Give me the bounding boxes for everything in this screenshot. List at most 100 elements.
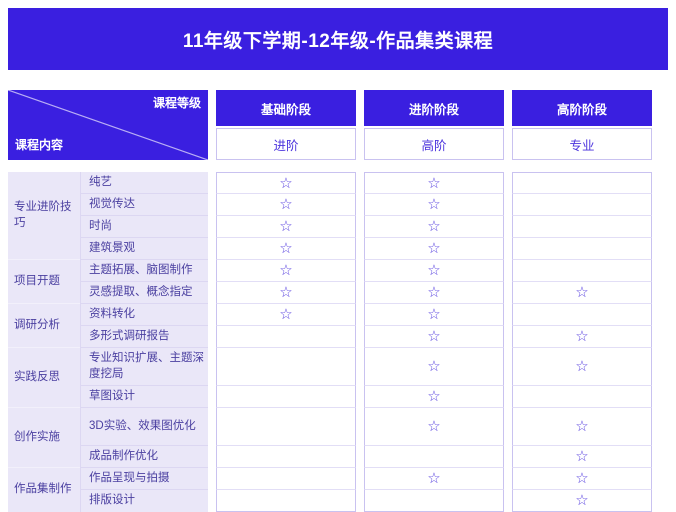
column-gap: [504, 260, 512, 282]
column-gap: [208, 282, 216, 304]
star-icon: ☆: [279, 284, 293, 301]
column-gap: [504, 386, 512, 408]
star-icon: ☆: [427, 196, 441, 213]
mark-cell[interactable]: ☆: [216, 238, 356, 260]
mark-cell[interactable]: ☆: [512, 490, 652, 512]
mark-cell[interactable]: [216, 490, 356, 512]
mark-cell[interactable]: ☆: [364, 326, 504, 348]
star-icon: ☆: [575, 492, 589, 509]
row-item-label: 灵感提取、概念指定: [80, 282, 208, 304]
mark-cell[interactable]: [512, 172, 652, 194]
column-gap: [356, 348, 364, 386]
mark-cell[interactable]: [512, 260, 652, 282]
row-item-label: 排版设计: [80, 490, 208, 512]
star-icon: ☆: [279, 196, 293, 213]
column-gap: [504, 172, 512, 194]
star-icon: ☆: [427, 240, 441, 257]
star-icon: ☆: [427, 358, 441, 375]
column-gap: [504, 238, 512, 260]
mark-cell[interactable]: ☆: [364, 348, 504, 386]
star-icon: ☆: [575, 284, 589, 301]
mark-cell[interactable]: ☆: [216, 282, 356, 304]
mark-cell[interactable]: [216, 446, 356, 468]
column-gap: [356, 216, 364, 238]
star-icon: ☆: [279, 306, 293, 323]
corner-label-course-level: 课程等级: [152, 96, 201, 110]
mark-cell[interactable]: ☆: [364, 216, 504, 238]
column-gap: [208, 348, 216, 386]
row-item-label: 资料转化: [80, 304, 208, 326]
mark-cell[interactable]: ☆: [512, 326, 652, 348]
mark-cell[interactable]: [512, 194, 652, 216]
corner-header-cell: 课程等级 课程内容: [8, 90, 208, 160]
row-item-label: 纯艺: [80, 172, 208, 194]
mark-cell[interactable]: ☆: [512, 468, 652, 490]
row-item-label: 3D实验、效果图优化: [80, 408, 208, 446]
column-gap: [208, 490, 216, 512]
course-matrix-table: 课程等级 课程内容 基础阶段 进阶阶段 高阶阶段 进阶 高阶 专业 专业进阶技巧…: [8, 90, 664, 512]
mark-cell[interactable]: ☆: [512, 446, 652, 468]
mark-cell[interactable]: ☆: [364, 468, 504, 490]
mark-cell[interactable]: [216, 326, 356, 348]
column-gap: [504, 490, 512, 512]
column-gap: [356, 282, 364, 304]
mark-cell[interactable]: ☆: [216, 260, 356, 282]
stage-header-3: 高阶阶段: [512, 90, 652, 126]
column-gap: [504, 304, 512, 326]
row-item-label: 主题拓展、脑图制作: [80, 260, 208, 282]
column-gap: [504, 216, 512, 238]
mark-cell[interactable]: ☆: [364, 408, 504, 446]
mark-cell[interactable]: [512, 386, 652, 408]
mark-cell[interactable]: [512, 238, 652, 260]
mark-cell[interactable]: ☆: [512, 408, 652, 446]
mark-cell[interactable]: ☆: [512, 348, 652, 386]
column-gap: [208, 386, 216, 408]
mark-cell[interactable]: ☆: [364, 172, 504, 194]
mark-cell[interactable]: [512, 304, 652, 326]
mark-cell[interactable]: [216, 386, 356, 408]
mark-cell[interactable]: ☆: [364, 304, 504, 326]
level-header-3: 专业: [512, 128, 652, 160]
mark-cell[interactable]: ☆: [216, 304, 356, 326]
column-gap: [356, 446, 364, 468]
column-gap: [356, 468, 364, 490]
mark-cell[interactable]: [216, 468, 356, 490]
mark-cell[interactable]: ☆: [364, 282, 504, 304]
mark-cell[interactable]: ☆: [364, 386, 504, 408]
row-item-label: 时尚: [80, 216, 208, 238]
column-gap: [208, 238, 216, 260]
column-gap: [356, 386, 364, 408]
mark-cell[interactable]: ☆: [512, 282, 652, 304]
star-icon: ☆: [427, 218, 441, 235]
mark-cell[interactable]: [364, 446, 504, 468]
star-icon: ☆: [427, 418, 441, 435]
mark-cell[interactable]: [512, 216, 652, 238]
column-gap: [356, 326, 364, 348]
mark-cell[interactable]: [216, 348, 356, 386]
row-item-label: 成品制作优化: [80, 446, 208, 468]
group-label: 专业进阶技巧: [8, 172, 80, 260]
row-item-label: 多形式调研报告: [80, 326, 208, 348]
mark-cell[interactable]: ☆: [364, 238, 504, 260]
mark-cell[interactable]: ☆: [216, 194, 356, 216]
star-icon: ☆: [427, 470, 441, 487]
column-gap: [504, 446, 512, 468]
page-title: 11年级下学期-12年级-作品集类课程: [182, 30, 494, 52]
column-gap: [356, 194, 364, 216]
level-header-2: 高阶: [364, 128, 504, 160]
mark-cell[interactable]: [364, 490, 504, 512]
column-gap: [504, 282, 512, 304]
mark-cell[interactable]: ☆: [216, 216, 356, 238]
star-icon: ☆: [279, 218, 293, 235]
row-item-label: 作品呈现与拍摄: [80, 468, 208, 490]
mark-cell[interactable]: [216, 408, 356, 446]
column-gap: [208, 260, 216, 282]
mark-cell[interactable]: ☆: [364, 260, 504, 282]
row-item-label: 专业知识扩展、主题深度挖局: [80, 348, 208, 386]
level-header-1: 进阶: [216, 128, 356, 160]
mark-cell[interactable]: ☆: [216, 172, 356, 194]
star-icon: ☆: [427, 262, 441, 279]
mark-cell[interactable]: ☆: [364, 194, 504, 216]
column-gap: [208, 468, 216, 490]
